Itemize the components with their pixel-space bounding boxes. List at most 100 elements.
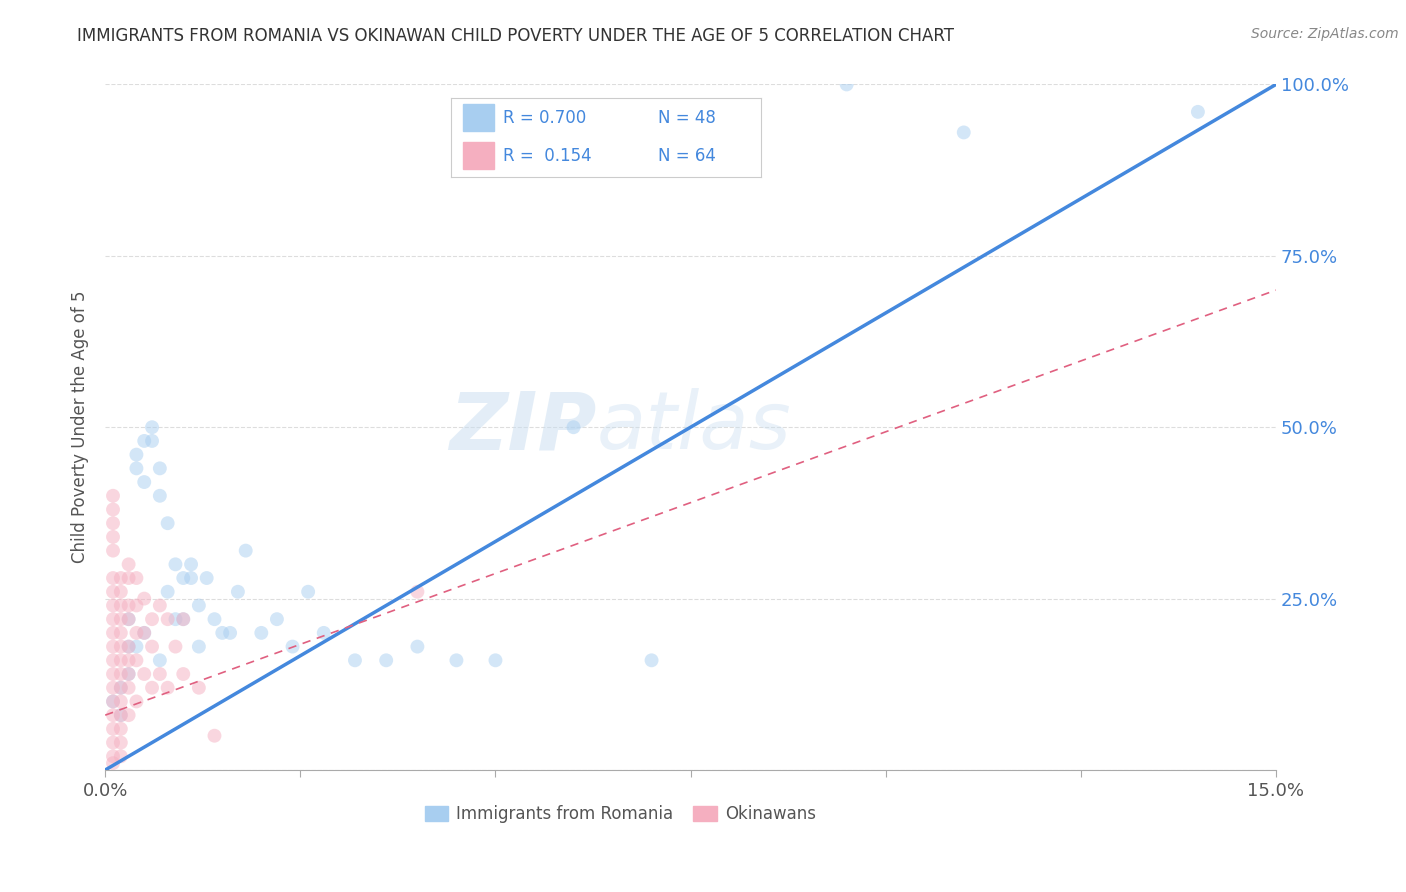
Point (484, 653, 506, 667)
Point (134, 434, 156, 448)
Point (110, 653, 132, 667)
Point (117, 612, 139, 626)
Point (149, 461, 172, 475)
Point (101, 694, 124, 708)
Point (187, 681, 209, 695)
Point (110, 599, 132, 613)
Point (297, 584, 319, 599)
Point (110, 681, 132, 695)
Point (281, 640, 304, 654)
Point (101, 653, 124, 667)
Text: Source: ZipAtlas.com: Source: ZipAtlas.com (1251, 27, 1399, 41)
Point (172, 612, 194, 626)
Y-axis label: Child Poverty Under the Age of 5: Child Poverty Under the Age of 5 (72, 291, 89, 564)
Point (562, 420, 585, 434)
Point (195, 571, 218, 585)
Point (125, 448, 148, 462)
Point (125, 640, 148, 654)
Point (117, 708, 139, 723)
Point (172, 612, 194, 626)
Point (156, 681, 179, 695)
Text: IMMIGRANTS FROM ROMANIA VS OKINAWAN CHILD POVERTY UNDER THE AGE OF 5 CORRELATION: IMMIGRANTS FROM ROMANIA VS OKINAWAN CHIL… (77, 27, 955, 45)
Point (117, 612, 139, 626)
Point (101, 489, 124, 503)
Point (172, 571, 194, 585)
Point (141, 420, 163, 434)
Point (149, 599, 172, 613)
Point (134, 591, 156, 606)
Point (110, 626, 132, 640)
Point (110, 735, 132, 749)
Point (101, 681, 124, 695)
Point (640, 653, 662, 667)
Legend: Immigrants from Romania, Okinawans: Immigrants from Romania, Okinawans (425, 805, 815, 823)
Point (117, 640, 139, 654)
Point (117, 640, 139, 654)
Point (446, 653, 468, 667)
Point (149, 653, 172, 667)
Point (125, 626, 148, 640)
Point (141, 612, 163, 626)
Point (101, 571, 124, 585)
Point (101, 612, 124, 626)
Point (101, 530, 124, 544)
Point (134, 667, 156, 681)
Point (211, 626, 233, 640)
Point (110, 667, 132, 681)
Point (226, 584, 249, 599)
Point (110, 612, 132, 626)
Point (101, 626, 124, 640)
Point (110, 749, 132, 764)
Point (101, 640, 124, 654)
Point (141, 434, 163, 448)
Point (117, 558, 139, 572)
Point (375, 653, 398, 667)
Point (165, 558, 187, 572)
Point (343, 653, 366, 667)
Point (187, 640, 209, 654)
Point (250, 626, 273, 640)
Point (110, 722, 132, 736)
Point (110, 708, 132, 723)
Point (165, 612, 187, 626)
Point (117, 681, 139, 695)
Point (117, 653, 139, 667)
Point (125, 571, 148, 585)
Point (101, 502, 124, 516)
Point (101, 516, 124, 531)
Point (141, 681, 163, 695)
Point (156, 612, 179, 626)
Point (117, 667, 139, 681)
Point (125, 694, 148, 708)
Point (101, 756, 124, 771)
Point (134, 475, 156, 489)
Point (125, 599, 148, 613)
Point (149, 667, 172, 681)
Point (156, 516, 179, 531)
Point (149, 489, 172, 503)
Point (101, 694, 124, 708)
Point (117, 599, 139, 613)
Point (141, 640, 163, 654)
Point (312, 626, 335, 640)
Point (180, 571, 202, 585)
Point (110, 640, 132, 654)
Point (110, 571, 132, 585)
Point (110, 681, 132, 695)
Text: atlas: atlas (598, 388, 792, 467)
Point (1187, 104, 1209, 119)
Point (187, 599, 209, 613)
Point (204, 612, 226, 626)
Point (110, 584, 132, 599)
Point (266, 612, 288, 626)
Point (219, 626, 242, 640)
Point (125, 653, 148, 667)
Point (134, 626, 156, 640)
Point (235, 543, 257, 558)
Point (204, 729, 226, 743)
Point (125, 461, 148, 475)
Point (172, 667, 194, 681)
Point (110, 694, 132, 708)
Point (101, 735, 124, 749)
Point (101, 749, 124, 764)
